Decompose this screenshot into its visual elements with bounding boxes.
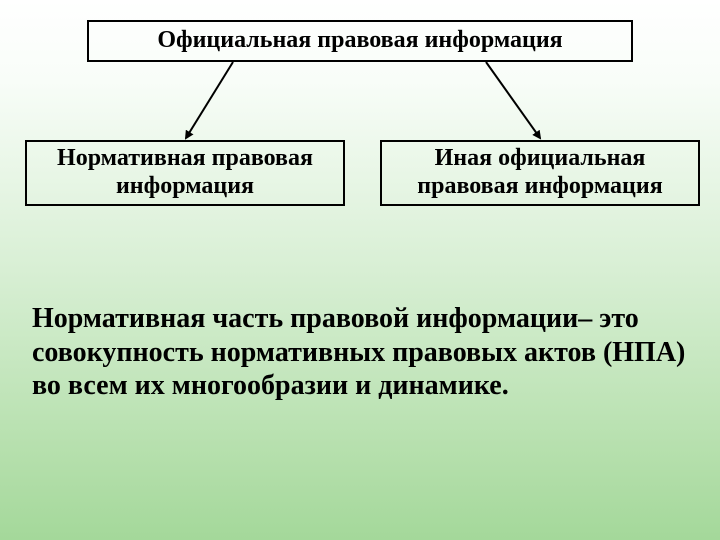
root-node: Официальная правовая информация	[87, 20, 633, 62]
right-node: Иная официальная правовая информация	[380, 140, 700, 206]
right-node-label: Иная официальная правовая информация	[382, 145, 698, 200]
edge-right	[486, 62, 540, 138]
left-node-label: Нормативная правовая информация	[27, 145, 343, 200]
edges-svg	[0, 0, 720, 540]
edge-left	[186, 62, 233, 138]
left-node: Нормативная правовая информация	[25, 140, 345, 206]
definition-paragraph: Нормативная часть правовой информации– э…	[32, 302, 692, 403]
definition-text: Нормативная часть правовой информации– э…	[32, 303, 685, 401]
root-node-label: Официальная правовая информация	[157, 27, 562, 55]
